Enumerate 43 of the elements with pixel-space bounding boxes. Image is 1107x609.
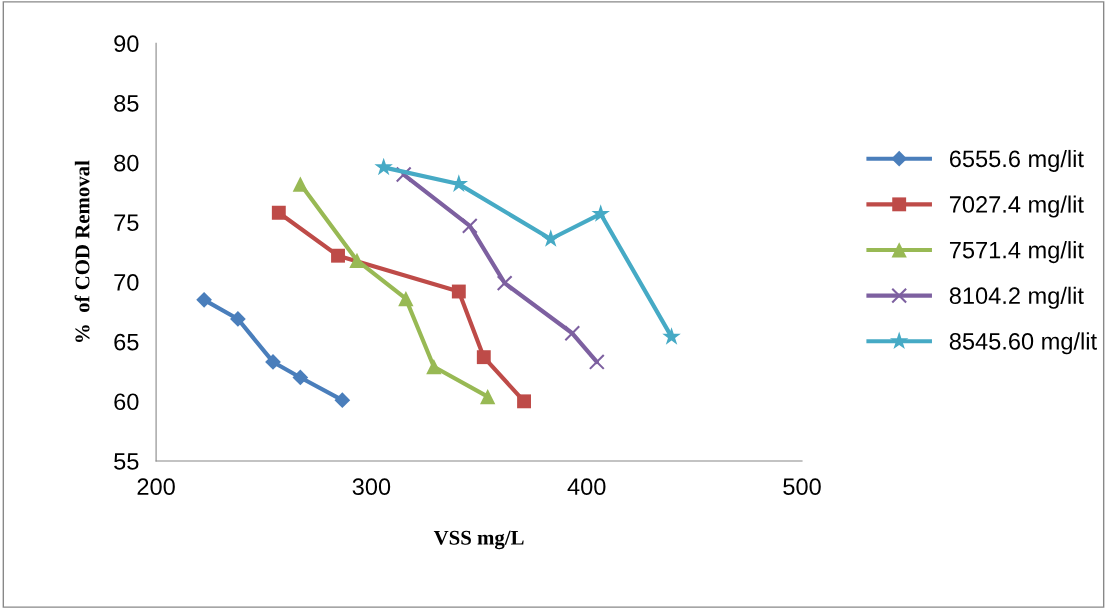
point [398, 291, 414, 307]
point [461, 217, 478, 234]
point [517, 394, 531, 409]
point [476, 350, 491, 365]
point [564, 325, 581, 342]
point [271, 205, 286, 220]
x-tick-label: 400 [567, 478, 606, 496]
point [292, 369, 309, 386]
point [496, 275, 513, 292]
legend-label: 7571.4 mg/lit [949, 241, 1084, 264]
x-tick-label: 200 [137, 478, 175, 496]
point [265, 354, 281, 370]
y-tick-label: 70 [114, 274, 139, 291]
y-axis-title: % of COD Removal [74, 160, 90, 342]
y-tick-label: 75 [114, 214, 139, 232]
y-tick-label: 80 [114, 154, 139, 172]
y-tick-label: 85 [114, 94, 139, 112]
y-tick-label: 65 [114, 333, 139, 351]
point [374, 157, 393, 176]
y-tick-label: 60 [114, 393, 139, 411]
point [426, 359, 442, 375]
legend-label: 8545.60 mg/lit [949, 332, 1097, 355]
point [451, 284, 466, 299]
point [480, 388, 496, 405]
point [196, 292, 212, 308]
x-tick-label: 300 [352, 478, 391, 496]
x-tick-label: 500 [783, 478, 821, 496]
point [541, 229, 560, 247]
legend-label: 7027.4 mg/lit [949, 195, 1084, 218]
y-tick-label: 90 [114, 35, 139, 53]
point [588, 353, 605, 370]
point [230, 311, 246, 327]
point [591, 204, 610, 222]
point [334, 392, 351, 408]
point [331, 248, 345, 263]
legend-label: 6555.6 mg/lit [949, 149, 1084, 172]
point [349, 252, 365, 269]
point [662, 327, 681, 345]
point [395, 166, 412, 183]
y-tick-label: 55 [114, 453, 139, 470]
x-axis-title: VSS mg/L [433, 530, 524, 550]
point [292, 176, 308, 192]
legend-label: 8104.2 mg/lit [949, 286, 1084, 309]
